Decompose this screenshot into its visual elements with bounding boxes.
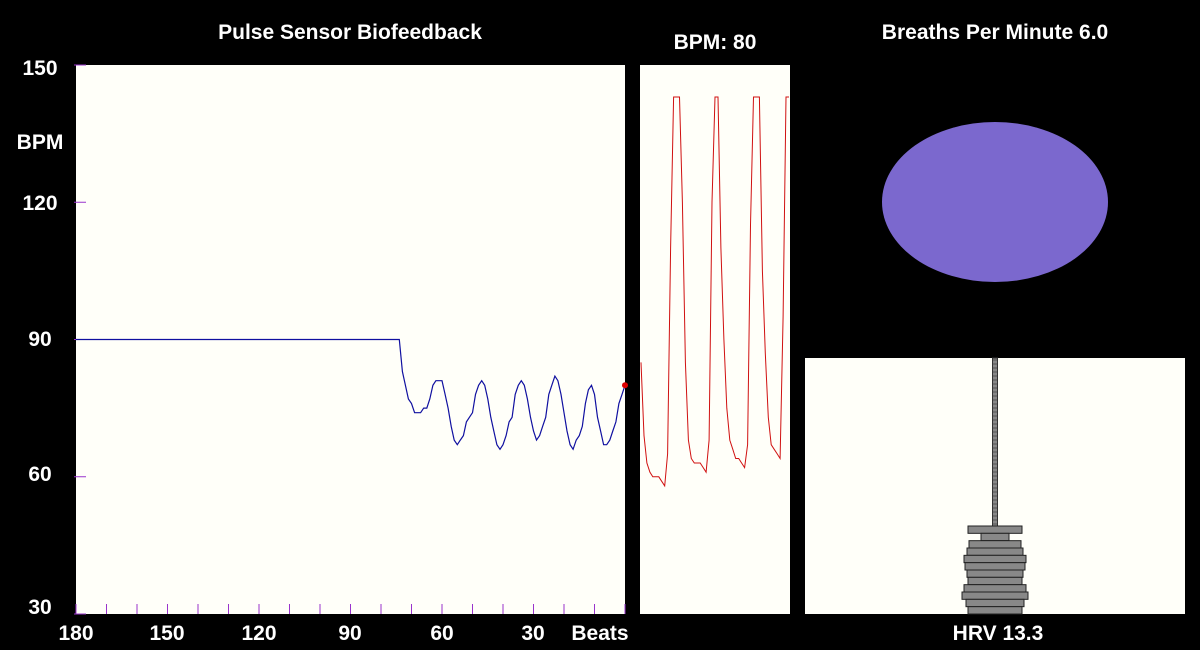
bpm-line: [76, 338, 626, 451]
hrv-spine: [992, 357, 998, 527]
x-tick-30: 30: [521, 622, 544, 645]
x-tick-180: 180: [58, 622, 93, 645]
hrv-bar: [968, 540, 1022, 549]
pulse-wave-panel: BPM: 80: [640, 31, 790, 614]
hrv-bar: [963, 554, 1027, 564]
hrv-panel: HRV 13.3: [805, 357, 1185, 645]
bpm-chart-title: Pulse Sensor Biofeedback: [218, 21, 482, 44]
pulse-series: [640, 96, 789, 488]
beats-axis-label: Beats: [571, 622, 628, 645]
hrv-bar: [966, 569, 1024, 578]
bpm-series: [76, 338, 628, 451]
hrv-bar: [967, 576, 1023, 586]
pulse-plot-area: [640, 65, 790, 614]
breath-pacer-ellipse: [882, 122, 1108, 282]
y-tick-120: 120: [22, 192, 57, 215]
breath-panel: Breaths Per Minute 6.0: [882, 21, 1108, 282]
hrv-histogram: [961, 357, 1029, 615]
hrv-bar: [965, 598, 1025, 608]
hrv-bar: [980, 532, 1010, 542]
y-tick-90: 90: [28, 328, 51, 351]
y-tick-60: 60: [28, 463, 51, 486]
current-bpm-point: [622, 382, 628, 389]
hrv-bar: [961, 591, 1029, 600]
x-tick-60: 60: [430, 622, 453, 645]
bpm-history-chart: Pulse Sensor Biofeedback BPM 150 120 90 …: [17, 21, 629, 645]
x-tick-120: 120: [241, 622, 276, 645]
bpm-readout: BPM: 80: [674, 31, 757, 54]
y-tick-150: 150: [22, 57, 57, 80]
x-tick-90: 90: [338, 622, 361, 645]
hrv-bar: [966, 547, 1024, 556]
breaths-per-minute-title: Breaths Per Minute 6.0: [882, 21, 1108, 44]
hrv-bar: [967, 525, 1023, 534]
bpm-axis-label: BPM: [17, 131, 64, 154]
y-tick-30: 30: [28, 596, 51, 619]
pulse-waveform-line: [640, 96, 789, 488]
hrv-readout: HRV 13.3: [953, 622, 1044, 645]
hrv-bar: [967, 606, 1023, 615]
hrv-bar: [964, 562, 1026, 571]
hrv-bar: [963, 584, 1027, 593]
x-tick-150: 150: [149, 622, 184, 645]
